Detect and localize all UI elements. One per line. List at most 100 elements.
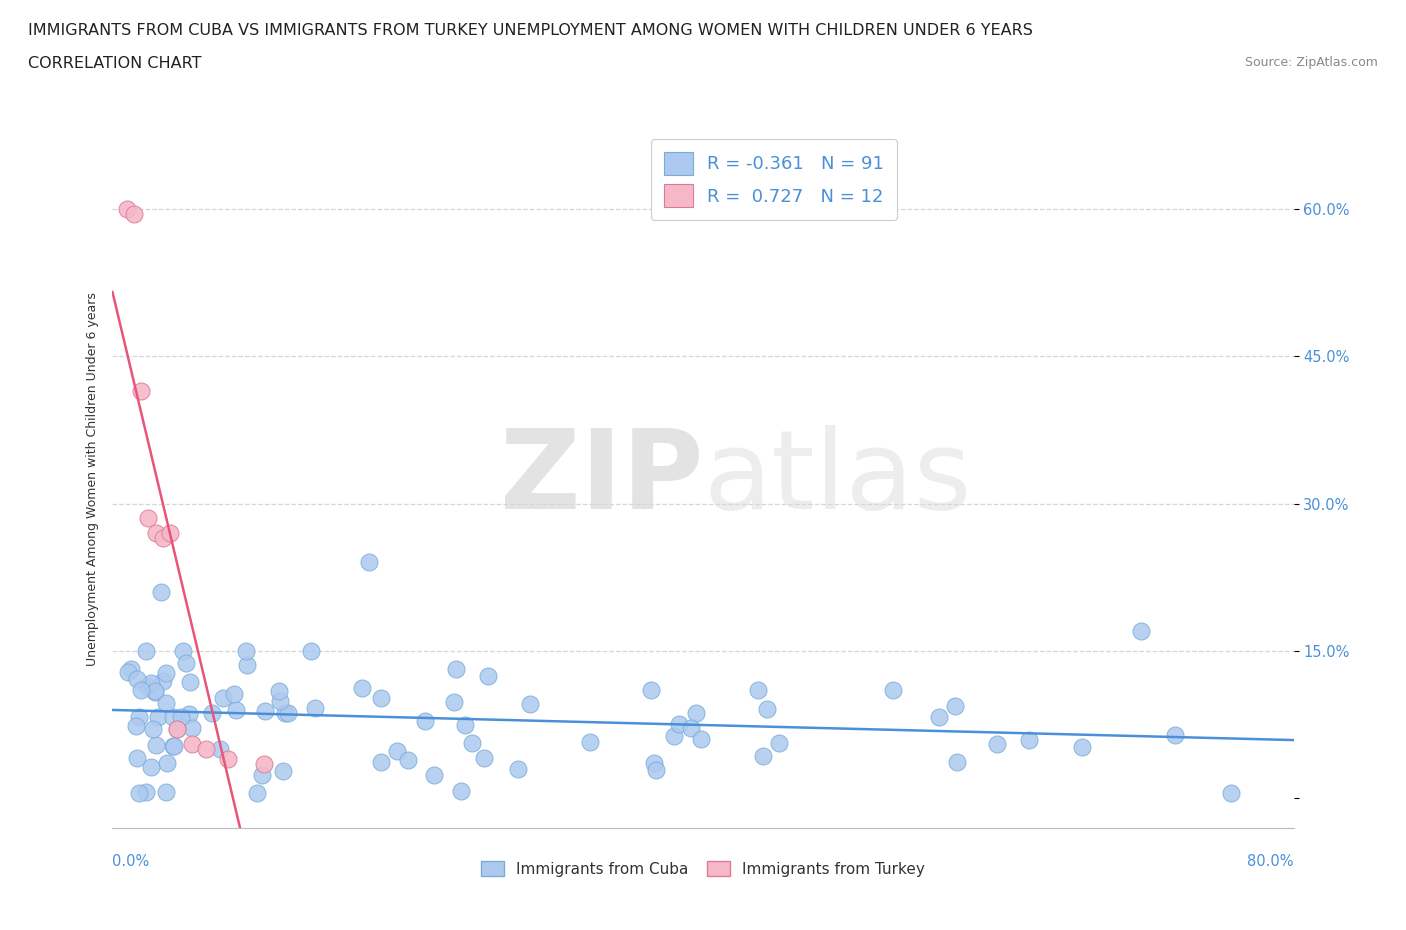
Point [125,751,148,765]
Point [174,656,197,671]
Point [208,742,231,757]
Point [1220,786,1243,801]
Legend: Immigrants from Cuba, Immigrants from Turkey: Immigrants from Cuba, Immigrants from Tu… [475,855,931,883]
Point [444,661,467,676]
Point [690,732,713,747]
Point [274,705,297,720]
Point [747,683,769,698]
Point [579,735,602,750]
Point [882,683,904,698]
Point [120,661,142,676]
Point [135,784,157,799]
Point [149,584,172,599]
Point [643,755,665,770]
Point [1070,739,1092,754]
Point [128,786,150,801]
Point [299,644,322,658]
Point [125,718,148,733]
Point [128,710,150,724]
Point [170,710,193,724]
Point [450,784,472,799]
Point [117,664,139,679]
Point [201,705,224,720]
Point [668,717,690,732]
Point [443,695,465,710]
Point [142,722,165,737]
Text: CORRELATION CHART: CORRELATION CHART [28,56,201,71]
Point [145,525,167,540]
Text: 0.0%: 0.0% [112,854,149,869]
Point [751,749,773,764]
Text: IMMIGRANTS FROM CUBA VS IMMIGRANTS FROM TURKEY UNEMPLOYMENT AMONG WOMEN WITH CHI: IMMIGRANTS FROM CUBA VS IMMIGRANTS FROM … [28,23,1033,38]
Point [145,737,167,752]
Point [679,721,702,736]
Point [155,696,177,711]
Point [506,762,529,777]
Point [180,737,202,751]
Point [159,525,181,540]
Point [946,754,969,769]
Point [477,669,499,684]
Point [146,710,169,724]
Point [277,706,299,721]
Point [115,202,138,217]
Point [163,738,186,753]
Point [135,644,157,658]
Point [474,751,496,765]
Point [211,690,233,705]
Point [155,666,177,681]
Text: ZIP: ZIP [499,425,703,533]
Point [155,755,177,770]
Point [644,763,666,777]
Point [928,710,950,724]
Point [152,673,174,688]
Text: atlas: atlas [703,425,972,533]
Point [755,701,778,716]
Point [235,644,257,658]
Point [143,684,166,699]
Point [685,706,707,721]
Point [139,676,162,691]
Point [166,722,188,737]
Text: 80.0%: 80.0% [1247,854,1294,869]
Point [181,721,204,736]
Point [225,702,247,717]
Point [152,530,174,545]
Point [370,690,392,705]
Point [640,683,662,698]
Point [135,679,157,694]
Point [662,729,685,744]
Point [357,555,380,570]
Point [125,672,148,687]
Point [195,741,218,756]
Point [370,755,392,770]
Point [177,707,200,722]
Y-axis label: Unemployment Among Women with Children Under 6 years: Unemployment Among Women with Children U… [86,292,98,666]
Text: Source: ZipAtlas.com: Source: ZipAtlas.com [1244,56,1378,69]
Point [179,675,201,690]
Point [245,786,267,801]
Point [269,693,291,708]
Point [943,699,966,714]
Point [768,736,790,751]
Point [304,700,326,715]
Point [396,753,419,768]
Point [141,760,163,775]
Point [162,738,184,753]
Point [155,785,177,800]
Point [129,683,152,698]
Point [253,704,276,719]
Point [222,686,245,701]
Point [413,713,436,728]
Point [122,206,145,221]
Point [129,383,152,398]
Point [1018,733,1040,748]
Point [1130,624,1153,639]
Point [454,718,477,733]
Point [352,681,374,696]
Point [172,644,194,658]
Point [385,743,408,758]
Point [162,710,184,724]
Point [461,736,484,751]
Point [422,768,444,783]
